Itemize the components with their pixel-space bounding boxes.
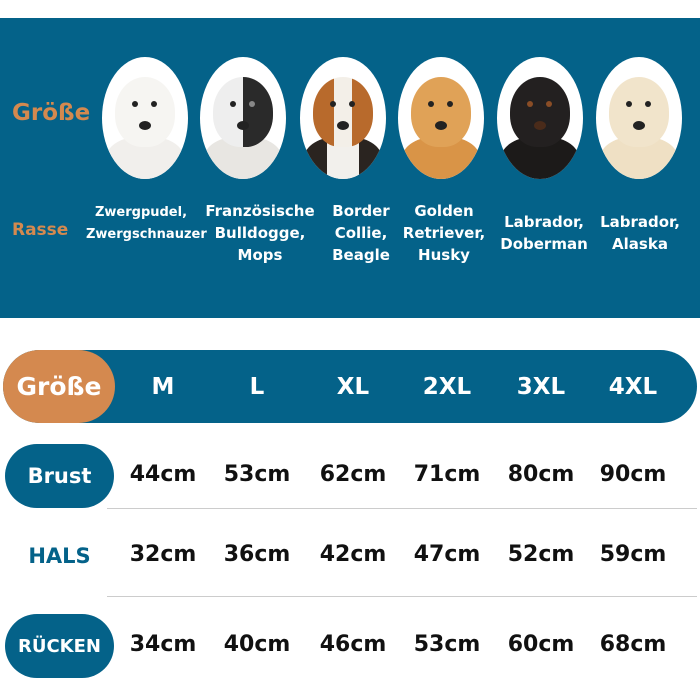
size-header-row: Größe M L XL 2XL 3XL 4XL — [3, 350, 697, 423]
value-cell: 60cm — [507, 632, 575, 657]
value-cell: 44cm — [129, 462, 197, 487]
value-cell: 62cm — [319, 462, 387, 487]
breed-text: Zwergpudel, Zwergschnauzer — [86, 205, 207, 242]
doberman-photo — [497, 57, 583, 179]
value-cell: 80cm — [507, 462, 575, 487]
value-cell: 32cm — [129, 542, 197, 567]
breed-label: Rasse — [12, 220, 69, 240]
value-cell: 40cm — [223, 632, 291, 657]
row-label-ruecken: RÜCKEN — [5, 614, 114, 678]
value-cell: 90cm — [599, 462, 667, 487]
value-cell: 59cm — [599, 542, 667, 567]
size-2xl: 2XL — [422, 373, 472, 400]
french-bulldog-photo — [200, 57, 286, 179]
row-divider — [107, 596, 697, 597]
poodle-photo — [102, 57, 188, 179]
value-cell: 53cm — [413, 632, 481, 657]
row-label-hals: HALS — [28, 544, 91, 568]
size-xl: XL — [336, 373, 370, 400]
size-m: M — [151, 373, 175, 400]
size-l: L — [249, 373, 265, 400]
value-cell: 34cm — [129, 632, 197, 657]
breed-text: Golden Retriever, Husky — [402, 202, 486, 264]
size-label: Größe — [12, 100, 91, 126]
labrador-photo — [596, 57, 682, 179]
beagle-photo — [300, 57, 386, 179]
breed-text: Border Collie, Beagle — [332, 202, 390, 264]
value-cell: 42cm — [319, 542, 387, 567]
value-cell: 36cm — [223, 542, 291, 567]
row-divider — [107, 508, 697, 509]
row-label-brust: Brust — [5, 444, 114, 508]
breed-text: Französische Bulldogge, Mops — [205, 202, 315, 264]
value-cell: 53cm — [223, 462, 291, 487]
value-cell: 71cm — [413, 462, 481, 487]
value-cell: 68cm — [599, 632, 667, 657]
size-header-label: Größe — [3, 350, 115, 423]
breed-text: Labrador, Doberman — [500, 213, 588, 253]
size-3xl: 3XL — [516, 373, 566, 400]
value-cell: 52cm — [507, 542, 575, 567]
breed-text: Labrador, Alaska — [600, 213, 680, 253]
breed-banner: Größe Rasse Zwergpudel, Zwergschnauzer Fr… — [0, 18, 700, 318]
golden-retriever-photo — [398, 57, 484, 179]
value-cell: 47cm — [413, 542, 481, 567]
size-4xl: 4XL — [608, 373, 658, 400]
value-cell: 46cm — [319, 632, 387, 657]
